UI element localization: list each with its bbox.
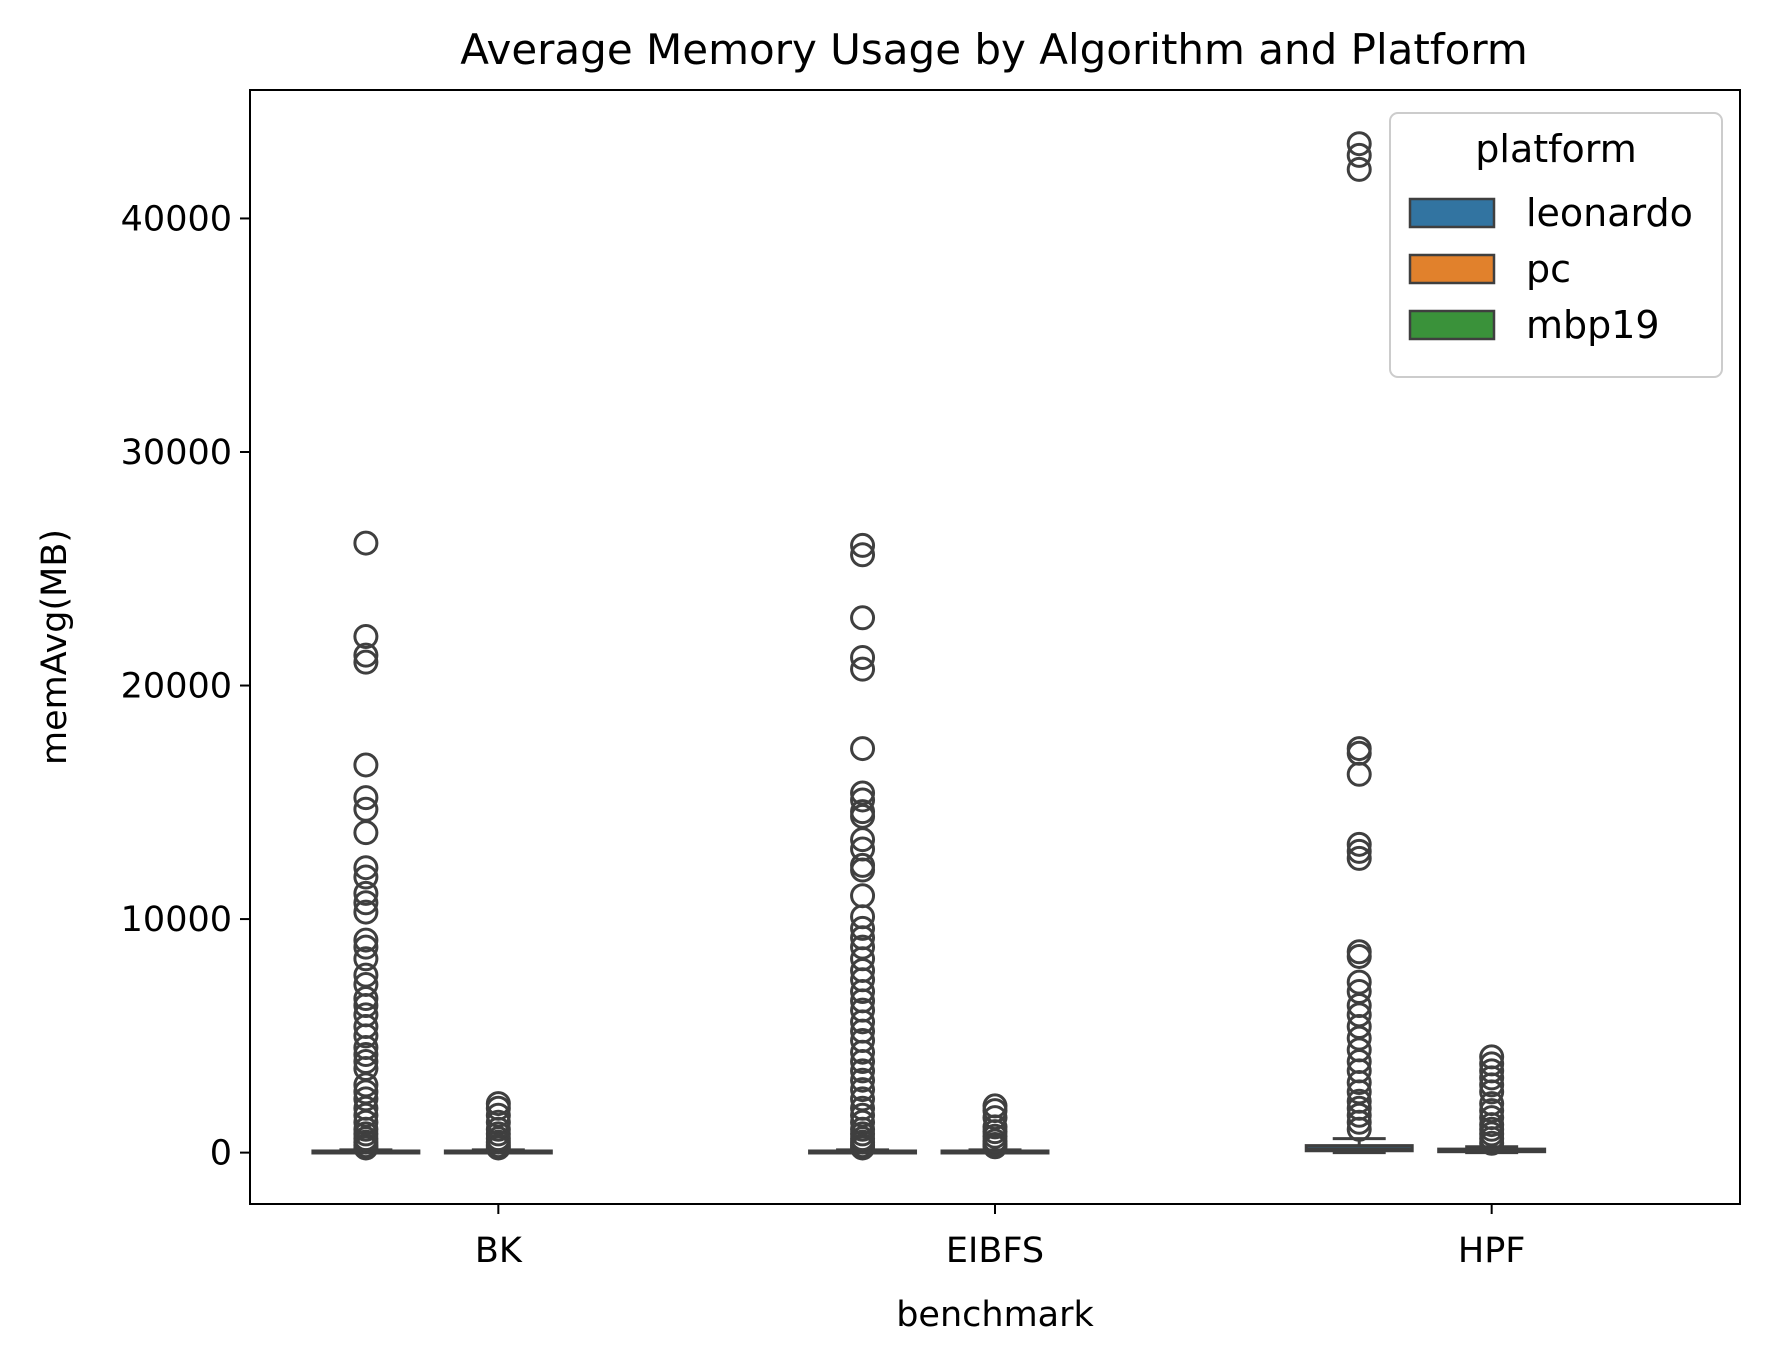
outlier-point <box>353 623 379 649</box>
outlier-point <box>353 1023 379 1049</box>
outlier-point <box>850 857 876 883</box>
outlier-point <box>1346 142 1372 168</box>
x-axis-label: benchmark <box>896 1295 1094 1335</box>
outlier-point <box>353 1042 379 1068</box>
outlier-point <box>1479 1072 1505 1098</box>
outlier-point <box>1346 1116 1372 1142</box>
outlier-point <box>850 736 876 762</box>
outlier-point <box>1346 761 1372 787</box>
outlier-point <box>850 542 876 568</box>
outlier-point <box>353 642 379 668</box>
outlier-point <box>850 1067 876 1093</box>
x-axis: BK EIBFS HPF <box>475 1204 1526 1271</box>
outlier-point <box>353 649 379 675</box>
y-tick-label: 40000 <box>121 199 232 239</box>
outlier-point <box>850 978 876 1004</box>
outlier-point <box>485 1135 511 1161</box>
legend-swatch-mbp19 <box>1408 309 1496 341</box>
outlier-point <box>982 1134 1008 1160</box>
outliers-layer <box>353 131 1505 1161</box>
outlier-point <box>353 890 379 916</box>
outlier-point <box>353 927 379 953</box>
outlier-point <box>850 787 876 813</box>
legend-title: platform <box>1475 127 1636 171</box>
outlier-point <box>353 1135 379 1161</box>
outlier-point <box>1346 1070 1372 1096</box>
y-axis-label: memAvg(MB) <box>35 529 75 765</box>
x-tick-label: EIBFS <box>946 1231 1044 1271</box>
legend-label-leonardo: leonardo <box>1526 191 1693 235</box>
outlier-point <box>1479 1079 1505 1105</box>
outlier-point <box>850 827 876 853</box>
legend-label-pc: pc <box>1526 247 1571 291</box>
outlier-point <box>1346 831 1372 857</box>
outlier-point <box>353 530 379 556</box>
outlier-point <box>353 855 379 881</box>
outlier-point <box>353 752 379 778</box>
y-tick-label: 20000 <box>121 667 232 707</box>
outlier-point <box>1346 1102 1372 1128</box>
outlier-point <box>353 785 379 811</box>
chart-title: Average Memory Usage by Algorithm and Pl… <box>460 25 1528 74</box>
outlier-point <box>850 605 876 631</box>
legend-label-mbp19: mbp19 <box>1526 303 1660 347</box>
outlier-point <box>1346 845 1372 871</box>
legend-entries: leonardo pc mbp19 <box>1408 191 1693 347</box>
outlier-point <box>850 1058 876 1084</box>
plot-area <box>249 89 1741 1205</box>
outlier-point <box>353 880 379 906</box>
outlier-point <box>850 532 876 558</box>
outlier-point <box>353 946 379 972</box>
y-axis: 0 10000 20000 30000 40000 <box>121 199 250 1174</box>
outlier-point <box>850 1077 876 1103</box>
legend: platform leonardo pc mbp19 <box>1389 112 1723 378</box>
outlier-point <box>353 985 379 1011</box>
outlier-point <box>353 934 379 960</box>
outlier-point <box>1479 1130 1505 1156</box>
outlier-point <box>1346 943 1372 969</box>
outlier-point <box>1346 156 1372 182</box>
outlier-point <box>850 1049 876 1075</box>
outlier-point <box>1346 1109 1372 1135</box>
outlier-point <box>1346 838 1372 864</box>
outlier-point <box>353 899 379 925</box>
x-tick-label: HPF <box>1458 1231 1526 1271</box>
outlier-point <box>850 1039 876 1065</box>
outlier-point <box>850 1009 876 1035</box>
outlier-point <box>353 864 379 890</box>
outlier-point <box>353 820 379 846</box>
outlier-point <box>850 656 876 682</box>
outlier-point <box>1346 131 1372 157</box>
legend-swatch-leonardo <box>1408 197 1496 229</box>
outlier-point <box>850 1135 876 1161</box>
outlier-point <box>850 915 876 941</box>
y-tick-label: 30000 <box>121 433 232 473</box>
outlier-point <box>850 645 876 671</box>
y-tick-label: 10000 <box>121 900 232 940</box>
x-tick-label: BK <box>475 1231 523 1271</box>
outlier-point <box>1479 1065 1505 1091</box>
legend-swatch-pc <box>1408 253 1496 285</box>
y-tick-label: 0 <box>210 1134 232 1174</box>
